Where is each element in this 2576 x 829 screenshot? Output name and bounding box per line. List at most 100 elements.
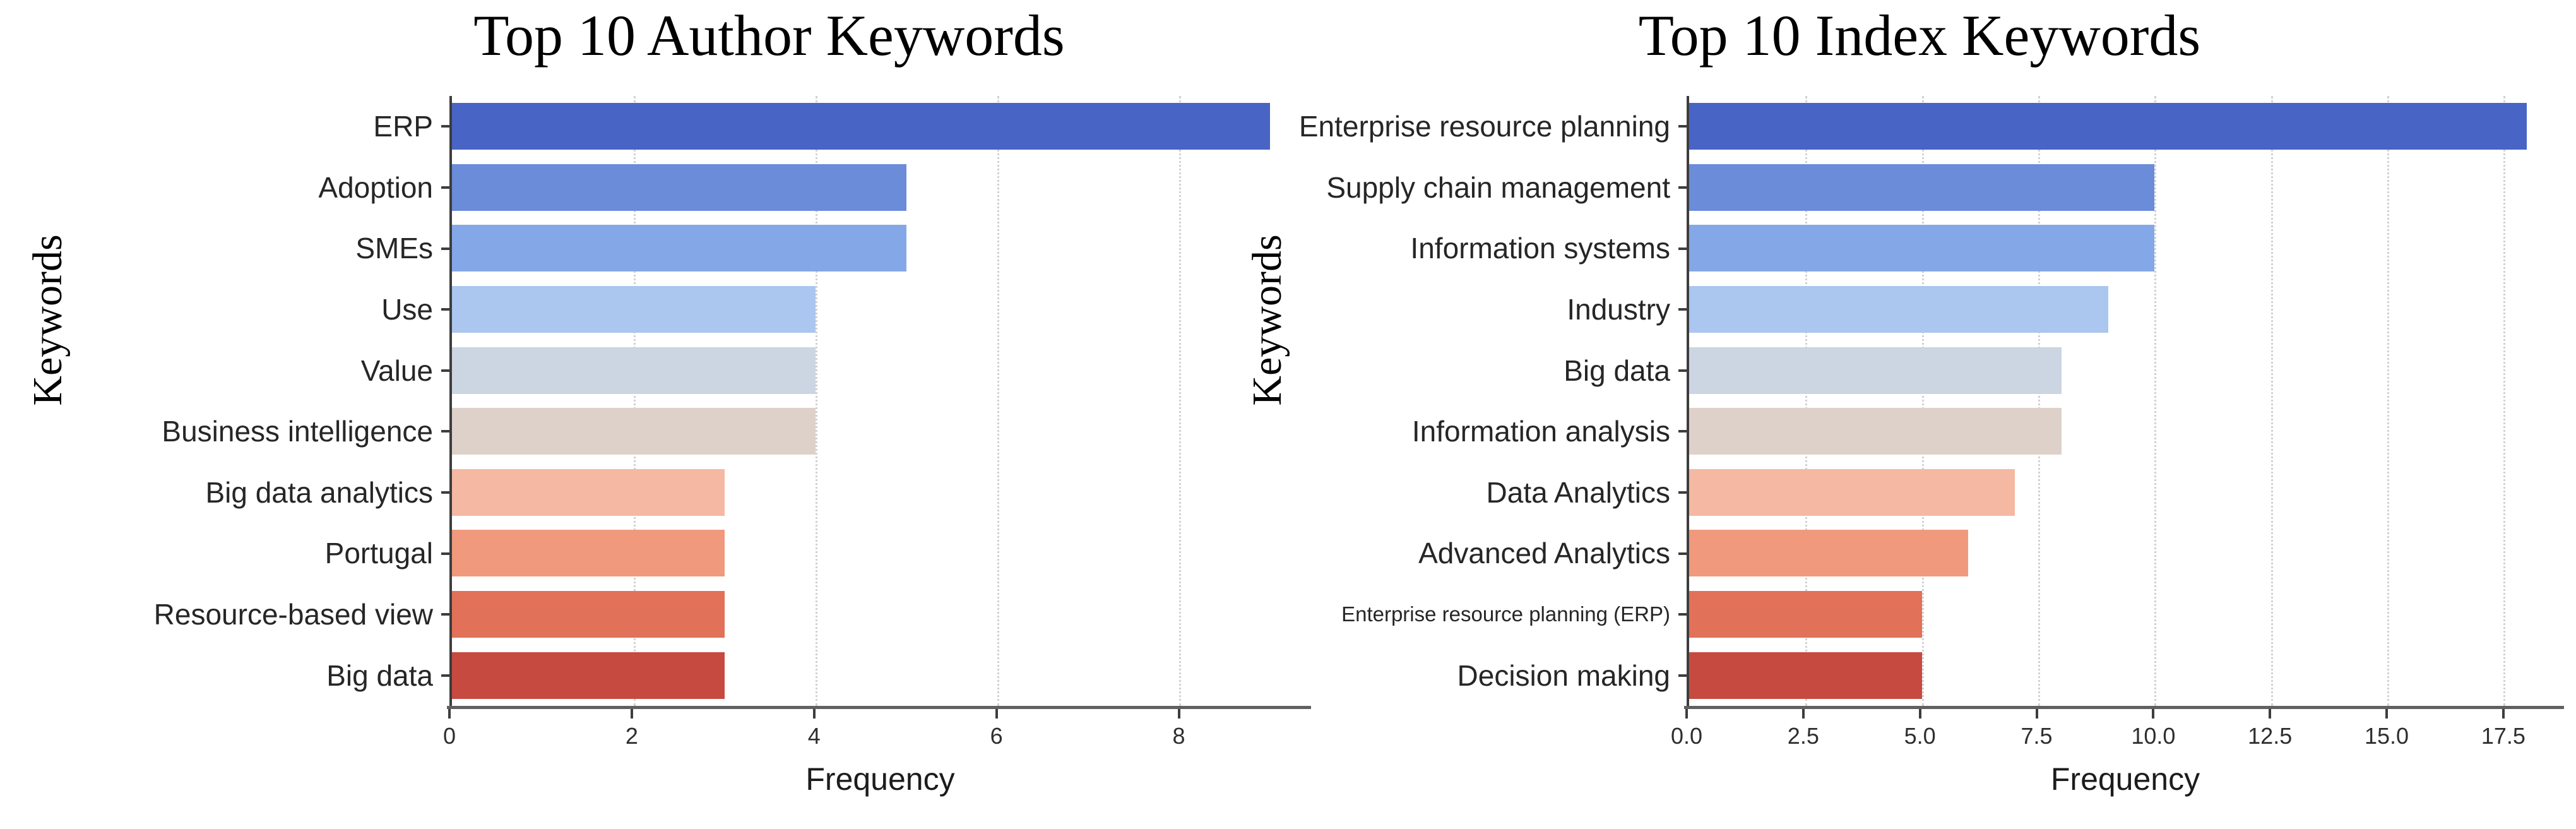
gridline <box>2270 96 2273 706</box>
chart-title: Top 10 Index Keywords <box>1638 3 2201 68</box>
bar-row <box>1689 279 2564 340</box>
x-tick-label: 0.0 <box>1670 723 1703 749</box>
bar-row <box>452 218 1311 279</box>
category-label: Enterprise resource planning <box>1298 110 1670 143</box>
y-tick <box>441 186 449 189</box>
gridline <box>1921 96 1924 706</box>
bar-industry <box>1689 286 2108 333</box>
x-tick <box>2152 709 2155 719</box>
category-label: Value <box>360 354 433 387</box>
y-tick <box>441 125 449 128</box>
gridline <box>2038 96 2040 706</box>
bar-row <box>1689 96 2564 157</box>
x-tick <box>1801 709 1805 719</box>
y-tick <box>441 491 449 494</box>
bar-row <box>452 279 1311 340</box>
y-tick <box>441 247 449 250</box>
y-tick <box>1678 552 1687 555</box>
gridline <box>634 96 636 706</box>
bar-row <box>452 340 1311 401</box>
x-tick <box>1918 709 1921 719</box>
x-tick <box>2502 709 2505 719</box>
x-tick <box>448 709 451 719</box>
x-tick <box>995 709 998 719</box>
y-tick <box>1678 613 1687 616</box>
gridline <box>1179 96 1182 706</box>
x-axis-title: Frequency <box>2050 761 2200 797</box>
category-label: ERP <box>373 110 433 143</box>
category-label: Big data <box>1564 354 1670 387</box>
bar-row <box>1689 401 2564 462</box>
bar-advanced-analytics <box>1689 530 1969 577</box>
bar-erp <box>452 103 1271 150</box>
bar-portugal <box>452 530 725 577</box>
plot-area <box>1678 96 2564 706</box>
category-label: Advanced Analytics <box>1418 537 1670 570</box>
bar-row <box>1689 645 2564 706</box>
bar-row <box>1689 462 2564 523</box>
x-tick-label: 2.5 <box>1787 723 1819 749</box>
y-tick <box>1678 125 1687 128</box>
chart-title: Top 10 Author Keywords <box>473 3 1065 68</box>
y-tick <box>1678 369 1687 372</box>
x-axis-title: Frequency <box>805 761 955 797</box>
y-tick <box>441 613 449 616</box>
x-tick <box>630 709 633 719</box>
x-tick-label: 0 <box>442 723 456 749</box>
bar-big-data <box>1689 347 2062 394</box>
category-label: Resource-based view <box>153 598 433 631</box>
x-tick <box>812 709 816 719</box>
bar-adoption <box>452 164 907 211</box>
x-tick <box>1685 709 1688 719</box>
bar-value <box>452 347 816 394</box>
bar-row <box>452 584 1311 645</box>
x-tick-label: 12.5 <box>2248 723 2293 749</box>
category-label: Decision making <box>1457 659 1670 692</box>
category-label: Industry <box>1567 293 1670 326</box>
bar-business-intelligence <box>452 408 816 455</box>
category-labels: ERP Adoption SMEs Use Value Business intellig… <box>0 96 433 706</box>
bar-enterprise-resource-planning-erp- <box>1689 591 1922 638</box>
gridline <box>2387 96 2389 706</box>
category-label: Information analysis <box>1411 415 1670 448</box>
bar-row <box>452 523 1311 584</box>
y-tick <box>1678 674 1687 677</box>
y-tick <box>1678 430 1687 433</box>
x-tick-label: 5.0 <box>1904 723 1936 749</box>
x-tick-label: 17.5 <box>2481 723 2526 749</box>
category-label: Data Analytics <box>1486 475 1670 509</box>
bars-container <box>1689 96 2564 706</box>
bar-row <box>1689 523 2564 584</box>
category-label: Big data <box>326 659 433 692</box>
bar-row <box>452 96 1311 157</box>
y-tick <box>1678 308 1687 311</box>
category-label: Supply chain management <box>1326 170 1670 204</box>
gridline <box>816 96 818 706</box>
bar-data-analytics <box>1689 468 2015 516</box>
x-tick-label: 4 <box>807 723 821 749</box>
x-tick <box>1177 709 1180 719</box>
y-tick <box>441 674 449 677</box>
x-tick-label: 6 <box>990 723 1003 749</box>
y-tick <box>1678 491 1687 494</box>
bar-row <box>1689 584 2564 645</box>
category-label: Portugal <box>324 537 433 570</box>
x-tick-label: 15.0 <box>2364 723 2409 749</box>
bar-enterprise-resource-planning <box>1689 103 2527 150</box>
x-tick <box>2385 709 2389 719</box>
x-tick <box>2269 709 2272 719</box>
bar-resource-based-view <box>452 591 725 638</box>
bar-row <box>1689 218 2564 279</box>
x-tick-label: 10.0 <box>2131 723 2176 749</box>
y-tick <box>441 430 449 433</box>
category-label: Business intelligence <box>162 415 433 448</box>
category-label: Use <box>381 293 433 326</box>
y-tick <box>441 308 449 311</box>
bar-big-data-analytics <box>452 468 725 516</box>
bar-supply-chain-management <box>1689 164 2155 211</box>
bar-row <box>452 401 1311 462</box>
gridline <box>2503 96 2506 706</box>
